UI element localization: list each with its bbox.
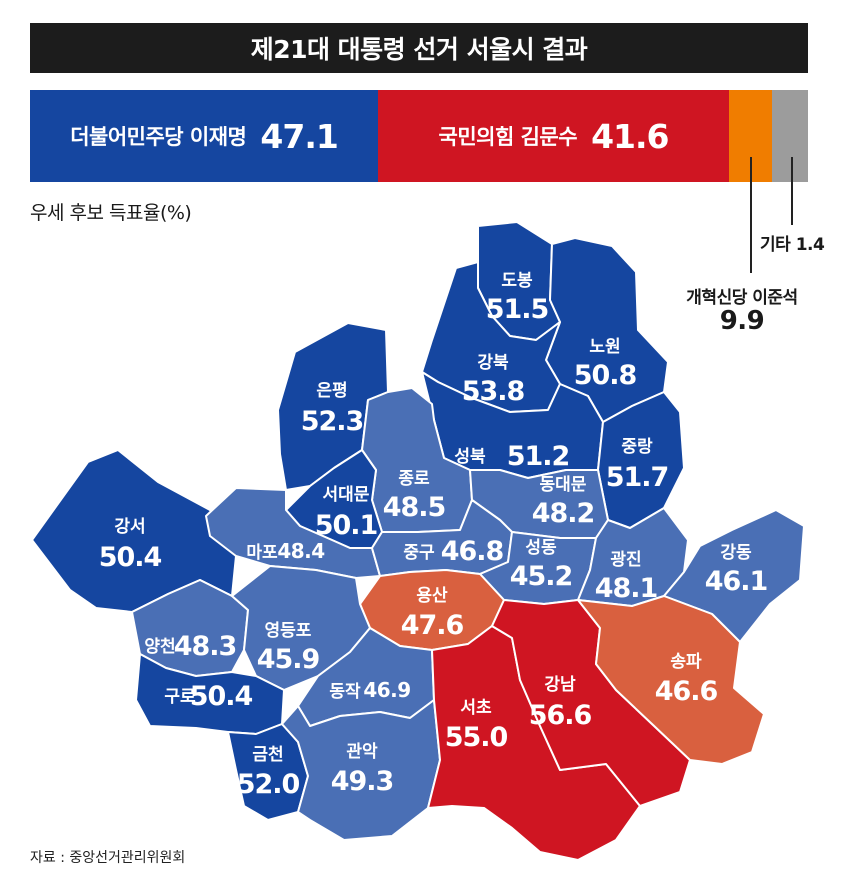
- label-songpa-value: 46.6: [655, 676, 718, 707]
- label-dongjak-value: 46.9: [363, 678, 410, 702]
- label-jongno-name: 종로: [398, 469, 430, 489]
- label-eunpyeong-value: 52.3: [301, 406, 364, 437]
- label-gangdong-value: 46.1: [705, 566, 768, 597]
- label-yeongdeungpo-value: 45.9: [257, 644, 320, 675]
- label-yongsan-name: 용산: [416, 586, 448, 606]
- label-geumcheon-name: 금천: [252, 745, 283, 765]
- label-yeongdeungpo-name: 영등포: [265, 621, 312, 641]
- source-note: 자료 : 중앙선거관리위원회: [30, 850, 186, 866]
- label-jung-name: 중구: [403, 543, 435, 563]
- label-nowon-name: 노원: [589, 337, 620, 357]
- democratic-candidate-label: 더불어민주당 이재명: [70, 125, 247, 149]
- result-bar-ppp: 국민의힘 김문수 41.6: [378, 90, 729, 182]
- label-seocho-name: 서초: [460, 698, 492, 718]
- result-bar-other: [772, 90, 808, 182]
- label-seodaemun-value: 50.1: [315, 510, 378, 541]
- label-seodaemun-name: 서대문: [323, 485, 370, 505]
- ppp-candidate-label: 국민의힘 김문수: [438, 125, 578, 149]
- label-mapo-name: 마포: [246, 543, 278, 563]
- label-seongbuk-name: 성북: [454, 447, 486, 467]
- reform-vote-share: 9.9: [719, 306, 765, 336]
- label-yangcheon-value: 48.3: [174, 631, 237, 662]
- other-label: 기타: [760, 235, 791, 255]
- title-bar: 제21대 대통령 선거 서울시 결과: [30, 23, 808, 73]
- label-gangnam-value: 56.6: [529, 700, 592, 731]
- label-jung-value: 46.8: [441, 536, 504, 567]
- page-title: 제21대 대통령 선거 서울시 결과: [250, 35, 588, 64]
- label-gangdong-name: 강동: [720, 543, 752, 563]
- democratic-vote-share: 47.1: [260, 116, 338, 156]
- label-gwanak-value: 49.3: [331, 766, 394, 797]
- label-gangseo-name: 강서: [114, 517, 145, 537]
- label-jungnang-value: 51.7: [606, 462, 669, 493]
- label-dongdaemun-value: 48.2: [532, 498, 595, 529]
- legend-caption: 우세 후보 득표율(%): [30, 202, 192, 224]
- other-annotation: 기타 1.4: [760, 230, 825, 255]
- other-leader-line: [791, 157, 793, 225]
- reform-candidate-label: 개혁신당 이준석: [686, 288, 798, 308]
- label-gangbuk-value: 53.8: [462, 376, 525, 407]
- label-eunpyeong-name: 은평: [316, 381, 347, 401]
- ppp-vote-share: 41.6: [591, 116, 669, 156]
- label-guro-name: 구로: [164, 687, 196, 707]
- label-dobong-value: 51.5: [486, 294, 549, 325]
- label-gwanak-name: 관악: [346, 742, 378, 762]
- label-yongsan-value: 47.6: [401, 610, 464, 641]
- reform-leader-line: [750, 157, 752, 273]
- label-gwangjin-value: 48.1: [595, 573, 658, 604]
- label-mapo-value: 48.4: [277, 539, 324, 563]
- label-jongno-value: 48.5: [383, 492, 446, 523]
- other-vote-share: 1.4: [795, 235, 825, 255]
- label-seongdong-value: 45.2: [510, 561, 573, 592]
- label-guro-value: 50.4: [190, 681, 253, 712]
- label-seocho-value: 55.0: [445, 722, 508, 753]
- label-geumcheon-value: 52.0: [237, 769, 300, 800]
- label-gangnam-name: 강남: [544, 675, 576, 695]
- label-dobong-name: 도봉: [501, 271, 533, 291]
- label-gangbuk-name: 강북: [477, 353, 509, 373]
- label-seongdong-name: 성동: [525, 538, 557, 558]
- result-bar-democratic: 더불어민주당 이재명 47.1: [30, 90, 378, 182]
- label-dongjak-name: 동작: [329, 682, 361, 702]
- label-yangcheon-name: 양천: [144, 637, 175, 657]
- label-dongdaemun-name: 동대문: [540, 475, 587, 495]
- label-seongbuk-value: 51.2: [507, 441, 570, 472]
- label-jungnang-name: 중랑: [621, 437, 653, 457]
- label-songpa-name: 송파: [670, 652, 702, 672]
- district-songpa: [577, 595, 765, 765]
- label-nowon-value: 50.8: [574, 360, 637, 391]
- label-gwangjin-name: 광진: [610, 550, 641, 570]
- label-gangseo-value: 50.4: [99, 542, 162, 573]
